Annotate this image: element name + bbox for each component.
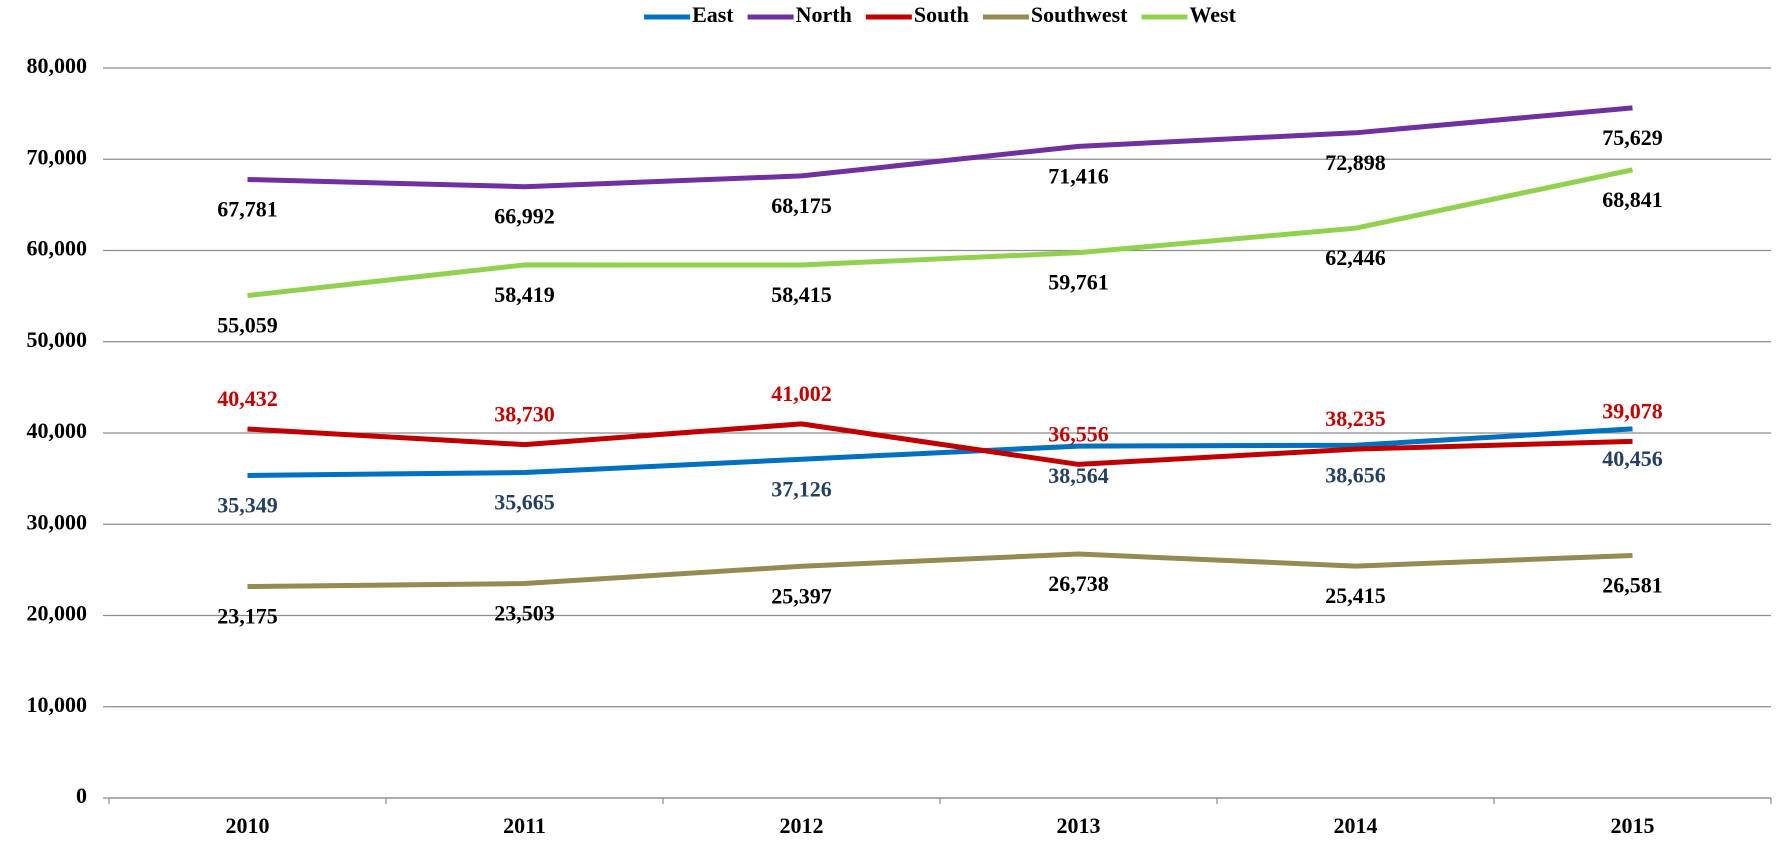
data-label: 37,126 (771, 476, 832, 501)
data-label: 26,581 (1602, 572, 1663, 597)
series-line (247, 551, 1633, 590)
legend: East North South Southwest West (644, 2, 1237, 27)
data-label: 38,235 (1325, 406, 1386, 431)
data-label: 40,456 (1602, 446, 1663, 471)
data-label: 59,761 (1048, 270, 1109, 295)
legend-label: Southwest (1031, 2, 1128, 27)
y-tick-label: 70,000 (27, 144, 88, 169)
series-line (247, 105, 1633, 190)
data-label: 26,738 (1048, 571, 1109, 596)
x-tick-label: 2015 (1611, 813, 1655, 838)
data-label: 55,059 (217, 313, 278, 338)
data-label: 39,078 (1602, 398, 1663, 423)
data-label: 58,415 (771, 282, 832, 307)
data-label: 71,416 (1048, 163, 1109, 188)
data-label: 23,503 (494, 601, 555, 626)
data-label: 67,781 (217, 197, 278, 222)
y-tick-label: 50,000 (27, 327, 88, 352)
data-label: 62,446 (1325, 245, 1386, 270)
data-label: 25,397 (771, 583, 832, 608)
data-label: 66,992 (494, 204, 555, 229)
data-label: 40,432 (217, 386, 278, 411)
data-label: 68,841 (1602, 187, 1663, 212)
x-tick-label: 2014 (1334, 813, 1378, 838)
legend-label: West (1189, 2, 1236, 27)
data-label: 75,629 (1602, 125, 1663, 150)
x-tick-label: 2011 (503, 813, 546, 838)
data-label: 38,656 (1325, 462, 1386, 487)
legend-label: North (796, 2, 852, 27)
legend-label: South (914, 2, 969, 27)
data-label: 72,898 (1325, 150, 1386, 175)
x-tick-label: 2013 (1057, 813, 1101, 838)
series-line (247, 426, 1633, 478)
data-label: 38,564 (1048, 463, 1109, 488)
data-label: 36,556 (1048, 421, 1109, 446)
legend-label: East (692, 2, 734, 27)
data-label: 58,419 (494, 282, 555, 307)
data-label: 35,349 (217, 492, 278, 517)
y-tick-label: 80,000 (27, 53, 88, 78)
data-label: 68,175 (771, 193, 832, 218)
data-label: 23,175 (217, 604, 278, 629)
data-label: 35,665 (494, 490, 555, 515)
y-tick-label: 60,000 (27, 236, 88, 261)
y-tick-label: 10,000 (27, 692, 88, 717)
data-label: 41,002 (771, 381, 832, 406)
series-line (247, 167, 1634, 299)
series-line (247, 421, 1633, 467)
data-label: 25,415 (1325, 583, 1386, 608)
x-tick-label: 2010 (226, 813, 270, 838)
y-tick-label: 40,000 (27, 418, 88, 443)
y-tick-label: 0 (76, 783, 87, 808)
y-tick-label: 20,000 (27, 601, 88, 626)
data-label: 38,730 (494, 402, 555, 427)
x-tick-label: 2012 (780, 813, 824, 838)
y-tick-label: 30,000 (27, 509, 88, 534)
